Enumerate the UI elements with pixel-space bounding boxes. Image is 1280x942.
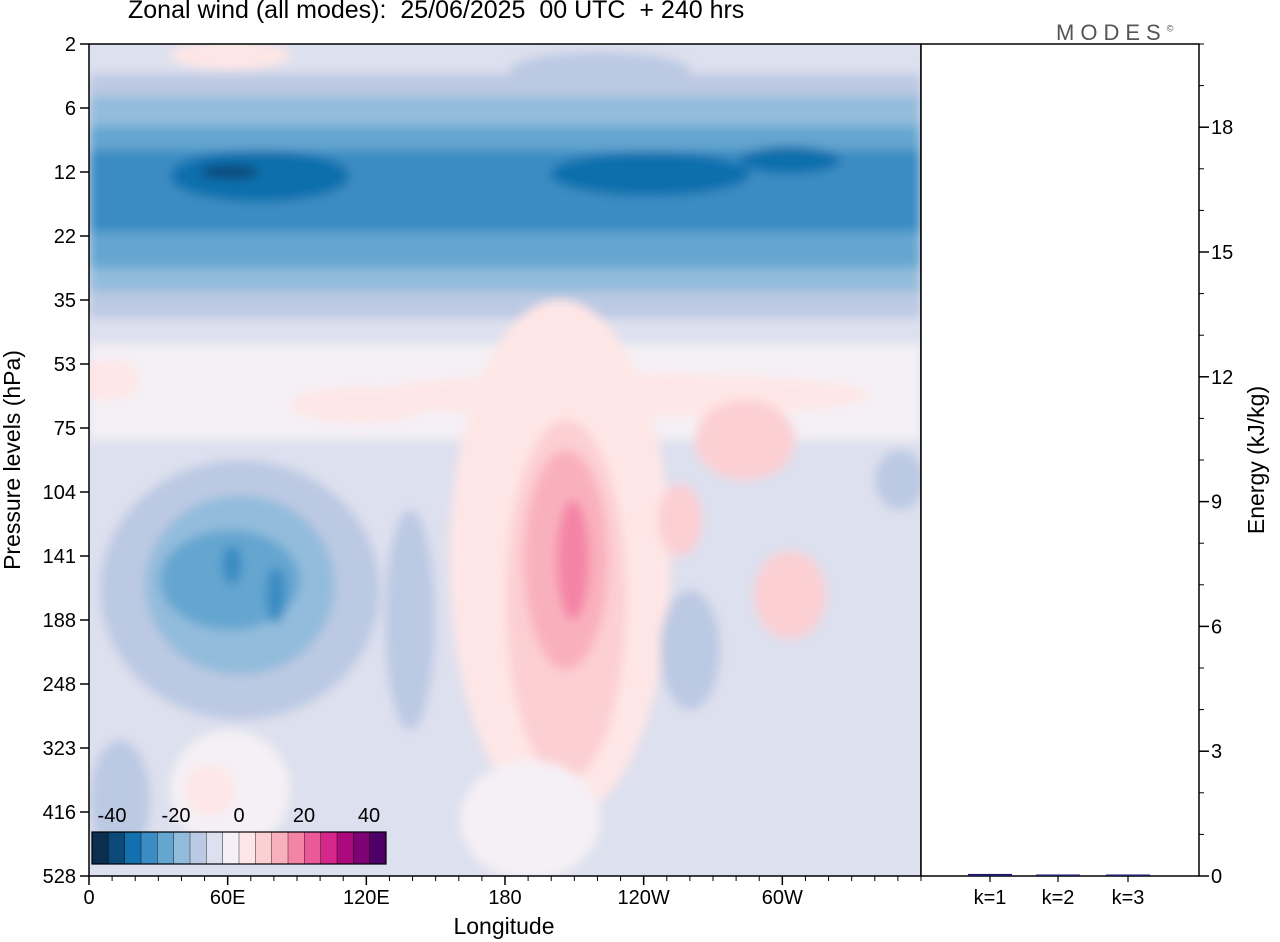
y-tick-label: 12	[54, 162, 76, 184]
energy-panel-frame	[920, 43, 1200, 877]
colorbar-cell	[320, 831, 338, 865]
x-tick-label: 0	[83, 887, 94, 909]
colorbar-cell	[189, 831, 207, 865]
x-tick-label: 180	[488, 887, 521, 909]
y-tick-label: 35	[54, 290, 76, 312]
energy-tick-label: 15	[1211, 242, 1233, 264]
logo-text: MODES	[1056, 20, 1167, 45]
y-axis-title: Pressure levels (hPa)	[0, 350, 25, 570]
colorbar-cell	[222, 831, 240, 865]
energy-bars: k=1 k=2 k=3	[968, 873, 1150, 909]
energy-axis-title: Energy (kJ/kg)	[1243, 386, 1269, 534]
energy-bar	[968, 873, 1012, 876]
colorbar-cell	[336, 831, 354, 865]
energy-tick-label: 18	[1211, 117, 1233, 139]
energy-category-label: k=1	[974, 887, 1007, 909]
y-tick-label: 141	[43, 546, 76, 568]
colorbar-cell	[238, 831, 256, 865]
colorbar-label: -40	[98, 805, 127, 827]
y-tick-label: 22	[54, 226, 76, 248]
colorbar: -40 -20 0 20 40	[91, 805, 387, 865]
energy-tick-label: 3	[1211, 741, 1222, 763]
modes-logo: MODES©	[1056, 20, 1173, 46]
colorbar-cell	[140, 831, 158, 865]
x-tick-label: 60W	[762, 887, 803, 909]
colorbar-cell	[157, 831, 175, 865]
pressure-axis: 2 6 12 22 35 53 75 104 141 188 248 323 4…	[0, 34, 89, 888]
colorbar-cell	[91, 831, 109, 865]
colorbar-cell	[108, 831, 126, 865]
energy-category-label: k=2	[1042, 887, 1075, 909]
x-axis-title: Longitude	[453, 913, 554, 939]
y-tick-label: 2	[65, 34, 76, 56]
energy-category-label: k=3	[1112, 887, 1145, 909]
colorbar-cell	[173, 831, 191, 865]
energy-tick-label: 12	[1211, 367, 1233, 389]
colorbar-cell	[255, 831, 273, 865]
colorbar-label: 20	[293, 805, 315, 827]
energy-bar	[1036, 874, 1080, 876]
x-tick-label: 60E	[210, 887, 246, 909]
colorbar-label: 40	[358, 805, 380, 827]
colorbar-frame	[91, 831, 387, 865]
colorbar-label: 0	[233, 805, 244, 827]
y-tick-label: 104	[43, 482, 76, 504]
y-tick-label: 416	[43, 802, 76, 824]
colorbar-cell	[369, 831, 387, 865]
colorbar-cell	[287, 831, 305, 865]
y-tick-label: 323	[43, 738, 76, 760]
x-tick-label: 120E	[343, 887, 390, 909]
copyright-mark: ©	[1166, 23, 1174, 34]
y-tick-label: 6	[65, 98, 76, 120]
energy-axis: 0 3 6 9 12 15 18 Energy (kJ/kg)	[1199, 43, 1269, 888]
energy-tick-label: 9	[1211, 492, 1222, 514]
longitude-axis: 0 60E 120E 180 120W 60W Longitude	[83, 876, 922, 939]
energy-tick-label: 0	[1211, 866, 1222, 888]
colorbar-label: -20	[162, 805, 191, 827]
y-tick-label: 53	[54, 354, 76, 376]
colorbar-cell	[271, 831, 289, 865]
y-tick-label: 248	[43, 674, 76, 696]
y-tick-label: 528	[43, 866, 76, 888]
colorbar-cell	[304, 831, 322, 865]
x-tick-label: 120W	[618, 887, 670, 909]
colorbar-cell	[206, 831, 224, 865]
zonal-wind-field	[89, 44, 921, 876]
colorbar-cell	[353, 831, 371, 865]
energy-bar	[1106, 874, 1150, 876]
y-tick-label: 75	[54, 418, 76, 440]
chart-title: Zonal wind (all modes): 25/06/2025 00 UT…	[128, 0, 745, 24]
y-tick-label: 188	[43, 610, 76, 632]
energy-tick-label: 6	[1211, 616, 1222, 638]
colorbar-cell	[124, 831, 142, 865]
